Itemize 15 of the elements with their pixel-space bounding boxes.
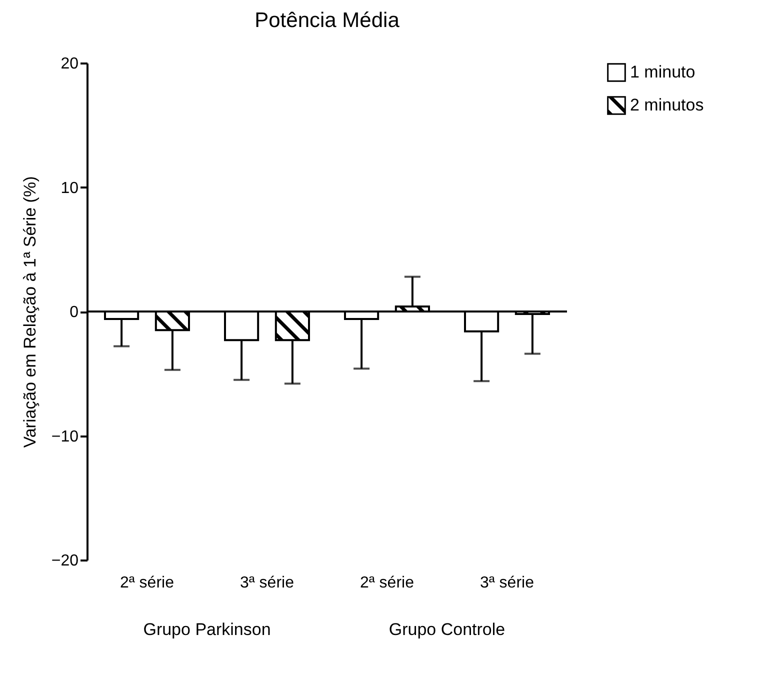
text: Grupo Parkinson bbox=[143, 620, 271, 639]
y-tick-label: 20 bbox=[60, 56, 79, 72]
x-tick-label: 3ª série bbox=[240, 574, 294, 592]
y-tick-label: −10 bbox=[51, 428, 79, 446]
y-axis-title: Variação em Relação à 1ª Série (%) bbox=[20, 176, 40, 448]
text: Grupo Controle bbox=[388, 620, 506, 639]
y-tick-label: −20 bbox=[51, 552, 79, 570]
x-tick-label: 3ª série bbox=[480, 574, 534, 592]
x-tick-label: 2ª série bbox=[120, 574, 174, 592]
legend-label: 1 minuto bbox=[630, 62, 696, 82]
y-tick-label: 0 bbox=[70, 304, 79, 321]
x-tick-label: 2ª série bbox=[360, 574, 414, 592]
legend-label: 2 minutos bbox=[630, 96, 704, 114]
chart-title: Potência Média bbox=[254, 9, 400, 32]
y-tick-label: 10 bbox=[60, 180, 79, 197]
